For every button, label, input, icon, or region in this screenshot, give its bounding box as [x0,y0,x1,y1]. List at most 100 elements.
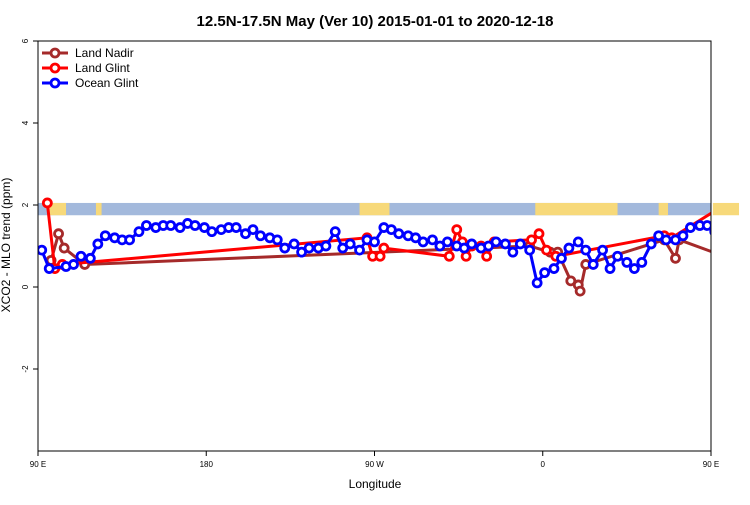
data-point-ocean-glint [255,230,266,242]
legend-swatch-marker [49,77,61,89]
data-point-ocean-glint [587,259,599,270]
y-tick-label: 0 [21,284,30,289]
y-tick-label: 4 [21,120,30,125]
data-point-ocean-glint [92,238,104,250]
x-tick-label: 90 W [365,460,384,469]
data-point-land-nadir [733,230,741,238]
data-point-land-glint [731,263,739,271]
data-point-ocean-glint [660,234,672,246]
data-point-land-glint [378,242,390,254]
land-segment [95,202,102,216]
x-tick-label: 90 E [703,460,719,469]
data-point-ocean-glint [271,234,283,246]
data-point-ocean-glint [84,252,96,264]
data-point-ocean-glint [604,263,616,274]
y-tick-label: 6 [21,38,30,43]
data-point-ocean-glint [556,252,567,264]
x-tick-label: 90 E [30,460,46,469]
data-point-ocean-glint [728,224,736,232]
data-point-ocean-glint [612,250,623,262]
data-point-ocean-glint [490,236,502,248]
chart-title: 12.5N-17.5N May (Ver 10) 2015-01-01 to 2… [197,13,554,30]
data-point-ocean-glint [685,222,696,233]
y-tick-label: 2 [21,202,30,207]
data-point-ocean-glint [499,238,511,250]
data-point-ocean-glint [75,250,87,262]
data-point-ocean-glint [393,228,405,240]
data-point-ocean-glint [580,244,592,256]
data-point-ocean-glint [279,242,291,254]
land-segment [359,202,390,216]
data-point-ocean-glint [124,234,136,246]
data-point-ocean-glint [165,220,177,231]
legend-swatch-marker [49,47,61,59]
data-point-ocean-glint [621,256,633,268]
series-group [38,197,749,297]
y-tick-label: -2 [21,365,30,373]
data-point-ocean-glint [466,238,478,250]
data-point-land-glint [741,258,749,266]
data-point-ocean-glint [563,242,575,254]
data-point-ocean-glint [709,227,711,236]
data-point-land-glint [451,224,463,236]
data-point-ocean-glint [68,259,79,270]
data-point-ocean-glint [677,230,689,242]
data-point-land-glint [41,197,53,209]
data-point-ocean-glint [548,263,560,274]
data-point-ocean-glint [230,222,242,233]
data-point-ocean-glint [303,242,315,254]
data-point-ocean-glint [572,236,584,248]
data-point-land-nadir [670,252,681,264]
data-point-land-glint [526,234,537,246]
land-segment [49,202,67,216]
data-point-ocean-glint [329,226,341,238]
x-tick-label: 0 [541,460,546,469]
data-point-ocean-glint [701,220,711,231]
data-point-ocean-glint [636,256,648,268]
data-point-ocean-glint [531,277,543,289]
data-point-ocean-glint [189,220,201,231]
x-tick-label: 180 [200,460,214,469]
data-point-land-glint [533,228,545,240]
data-point-ocean-glint [43,263,55,274]
data-point-land-glint [374,250,386,262]
data-point-ocean-glint [141,220,152,231]
data-point-ocean-glint [38,244,48,256]
data-point-ocean-glint [524,244,536,256]
data-point-ocean-glint [320,240,332,252]
data-point-ocean-glint [247,224,259,236]
data-point-ocean-glint [133,226,145,238]
legend-label: Land Glint [75,61,130,75]
legend-label: Land Nadir [75,46,134,60]
data-point-ocean-glint [354,244,365,256]
data-point-land-glint [481,250,493,262]
data-point-land-nadir [739,244,747,252]
y-axis-label: XCO2 - MLO trend (ppm) [0,178,13,313]
data-point-land-nadir [726,254,734,262]
legend-swatch-marker [49,62,61,74]
data-point-ocean-glint [417,236,429,248]
data-point-ocean-glint [628,263,640,274]
data-point-ocean-glint [720,222,728,230]
legend-label: Ocean Glint [75,76,139,90]
data-point-ocean-glint [507,246,519,258]
data-point-ocean-glint [99,230,111,242]
data-point-ocean-glint [597,244,608,256]
data-point-ocean-glint [514,238,526,250]
data-point-ocean-glint [369,236,380,248]
data-point-ocean-glint [206,226,218,238]
data-point-ocean-glint [344,238,356,250]
data-point-land-nadir [53,228,64,240]
data-point-land-glint [443,250,455,262]
data-point-ocean-glint [539,267,551,279]
land-segment [712,202,740,216]
data-point-ocean-glint [645,238,657,250]
data-point-land-nadir [574,285,586,297]
data-point-ocean-glint [427,234,438,246]
x-axis-label: Longitude [349,477,402,491]
data-point-ocean-glint [288,238,300,250]
